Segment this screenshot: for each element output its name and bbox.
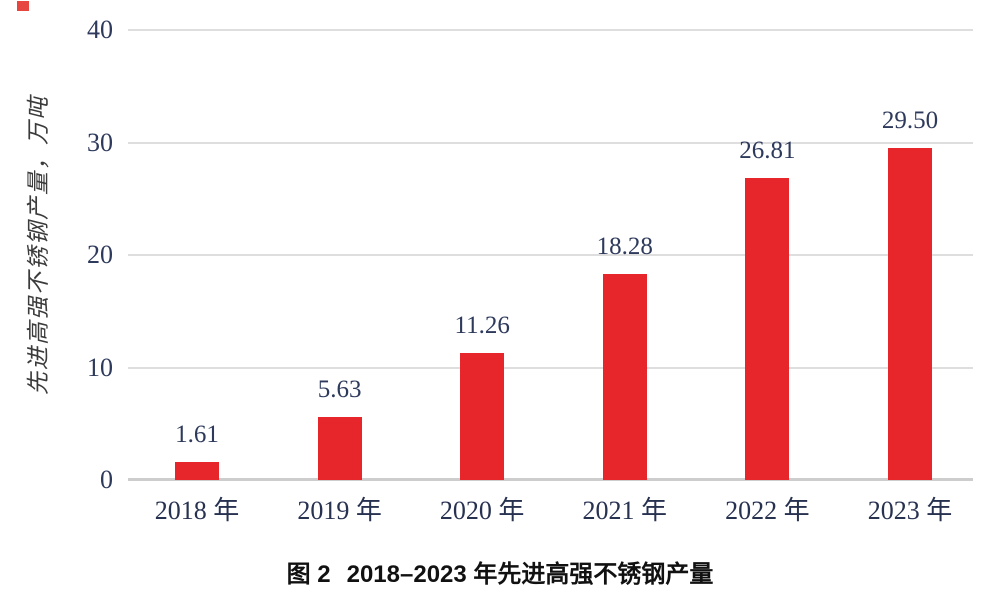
scan-artifact-mark (17, 1, 29, 11)
bar-value-label: 18.28 (596, 233, 653, 261)
bar-value-label: 1.61 (175, 420, 219, 448)
bar (317, 416, 362, 480)
gridline (128, 366, 973, 369)
bar (460, 353, 505, 480)
x-tick-label: 2023 年 (867, 496, 953, 525)
x-tick-label: 2018 年 (154, 496, 240, 525)
bar (602, 274, 647, 480)
figure-caption-text: 2018–2023 年先进高强不锈钢产量 (346, 561, 714, 588)
bar (888, 148, 932, 480)
gridline (128, 141, 973, 144)
bar-value-label: 5.63 (317, 375, 362, 403)
gridline (128, 29, 973, 31)
y-tick-label: 0 (100, 465, 113, 494)
bar-value-label: 29.50 (881, 107, 939, 135)
bar-value-label: 11.26 (454, 312, 510, 340)
plot-area: 0 10 20 30 40 1.61 5.63 11.26 18.28 26.81 29.50 (87, 16, 973, 494)
y-tick-label: 30 (87, 127, 113, 157)
y-tick-label: 40 (87, 15, 113, 44)
figure-caption: 图 2 2018–2023 年先进高强不锈钢产量 (0, 554, 1000, 589)
y-axis-title: 先进高强不锈钢产量，万吨 (26, 95, 51, 395)
bar-value-label: 26.81 (739, 137, 796, 165)
figure-caption-number: 图 2 (286, 561, 331, 588)
bar (745, 178, 790, 480)
x-tick-label: 2021 年 (582, 496, 668, 525)
y-tick-label: 20 (87, 240, 113, 269)
bar (175, 461, 219, 480)
y-tick-label: 10 (87, 352, 113, 382)
x-tick-label: 2020 年 (439, 496, 525, 525)
x-axis-line (128, 478, 973, 481)
gridline (128, 254, 973, 256)
x-tick-label: 2022 年 (725, 496, 810, 525)
x-tick-label: 2019 年 (297, 496, 382, 525)
